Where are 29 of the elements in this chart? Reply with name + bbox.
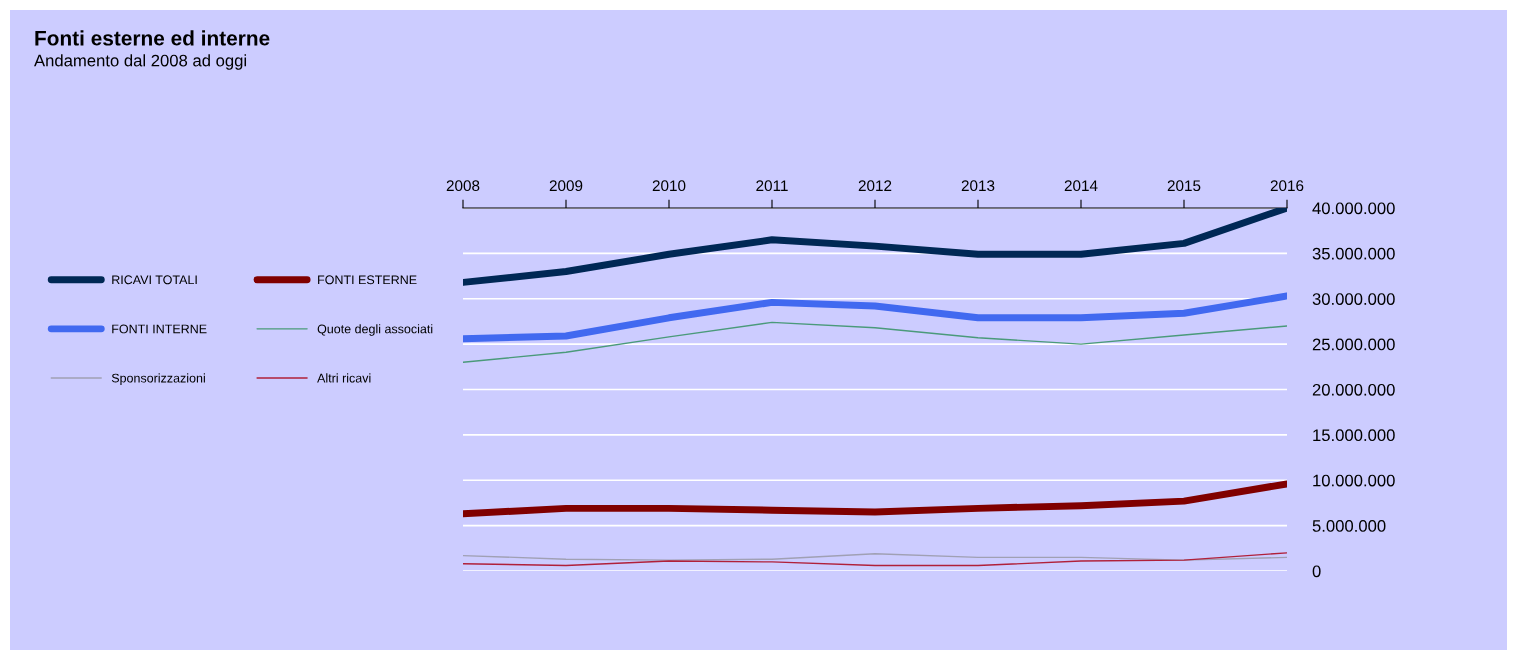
line-series <box>463 553 1287 561</box>
legend-label: Quote degli associati <box>317 324 433 336</box>
line-series <box>463 552 1287 567</box>
y-tick-label: 30.000.000 <box>1312 293 1395 305</box>
y-tick-label: 10.000.000 <box>1313 474 1395 487</box>
legend-label: FONTI INTERNE <box>112 324 207 334</box>
legend-label: RICAVI TOTALI <box>112 275 197 285</box>
y-tick-label: 35.000.000 <box>1312 247 1395 260</box>
x-tick-label: 2013 <box>961 180 995 192</box>
x-tick-label: 2009 <box>549 180 583 192</box>
line-series <box>463 321 1287 363</box>
x-tick-label: 2008 <box>446 180 480 192</box>
x-tick-label: 2014 <box>1064 180 1098 192</box>
text: Andamento dal 2008 ad oggi <box>34 54 247 70</box>
x-tick-label: 2016 <box>1270 180 1304 192</box>
y-tick-label: 5.000.000 <box>1312 520 1386 532</box>
y-tick-label: 40.000.000 <box>1312 202 1395 215</box>
y-tick-label: 20.000.000 <box>1312 383 1395 396</box>
legend-label: FONTI ESTERNE <box>318 275 417 285</box>
x-tick-label: 2015 <box>1167 180 1201 192</box>
x-tick-label: 2011 <box>756 180 788 192</box>
legend-label: Altri ricavi <box>317 373 371 383</box>
legend-label: Sponsorizzazioni <box>111 373 205 385</box>
y-tick-label: 25.000.000 <box>1312 338 1395 351</box>
text: Fonti esterne ed interne <box>35 30 270 46</box>
y-tick-label: 0 <box>1312 565 1321 578</box>
x-tick-label: 2010 <box>652 180 686 192</box>
y-tick-label: 15.000.000 <box>1313 429 1395 442</box>
x-tick-label: 2012 <box>858 180 892 192</box>
